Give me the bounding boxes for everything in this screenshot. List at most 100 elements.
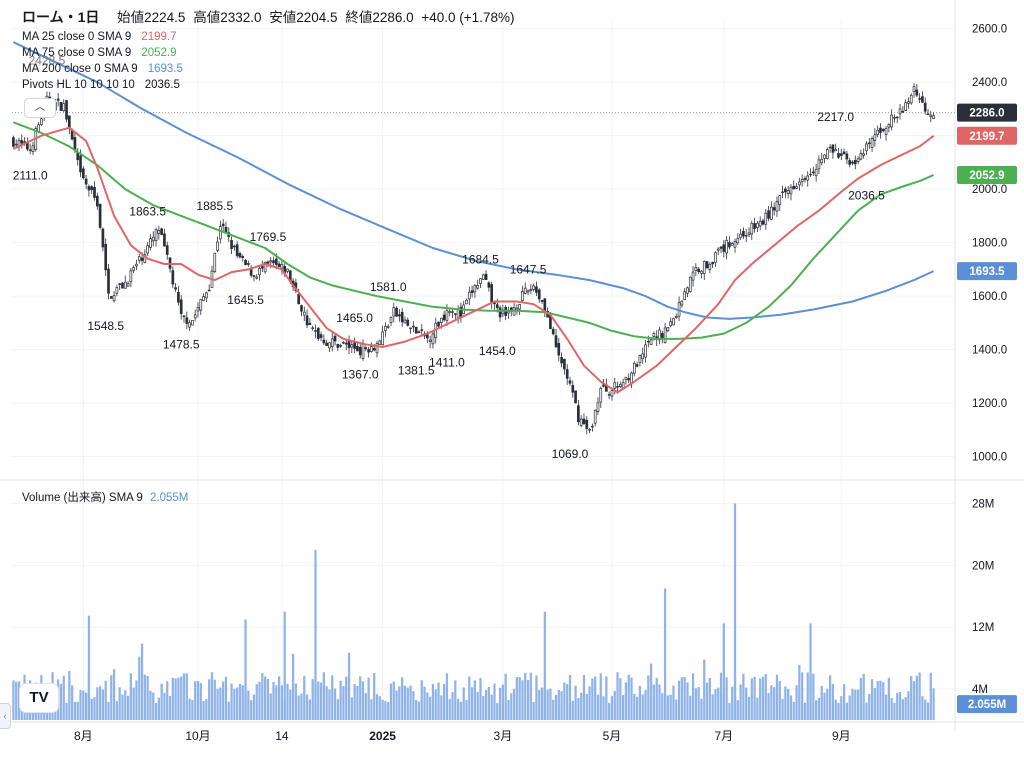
collapse-legend-button[interactable]: ︿: [24, 98, 56, 118]
candle-body: [644, 344, 647, 358]
candle-body: [79, 155, 82, 173]
volume-bar: [644, 689, 647, 720]
candle-body: [62, 103, 66, 112]
volume-bar: [697, 686, 700, 720]
candle-body: [344, 342, 348, 345]
candle-body: [845, 153, 849, 160]
volume-bar: [887, 677, 890, 720]
indicator-ma25[interactable]: MA 25 close 0 SMA 9 2199.7: [22, 29, 177, 45]
volume-bar: [773, 687, 776, 720]
pivot-label: 1885.5: [196, 199, 233, 213]
candle-body: [428, 339, 432, 342]
volume-bar: [415, 699, 418, 720]
time-tick-label: 10月: [185, 729, 210, 743]
candle-body: [923, 102, 927, 112]
candle-body: [663, 327, 667, 343]
candle-body: [798, 181, 801, 186]
time-tick-label: 8月: [74, 729, 93, 743]
pivot-label: 2217.0: [817, 110, 854, 124]
volume-bar: [876, 681, 879, 720]
volume-bar: [431, 683, 435, 720]
volume-bar: [375, 694, 379, 720]
candle-body: [881, 128, 885, 132]
candle-body: [767, 210, 770, 219]
volume-tick-label: 20M: [972, 560, 994, 572]
indicator-pivots[interactable]: Pivots HL 10 10 10 10 2036.5: [22, 77, 180, 93]
indicator-ma200[interactable]: MA 200 close 0 SMA 9 1693.5: [22, 61, 183, 77]
time-tick-label: 2025: [369, 729, 396, 743]
volume-bar: [733, 503, 737, 720]
candle-body: [711, 261, 714, 265]
volume-bar: [311, 679, 314, 720]
candle-body: [837, 153, 840, 158]
candle-body: [800, 178, 804, 183]
volume-bar: [238, 683, 242, 720]
candle-body: [386, 326, 390, 328]
volume-bar: [588, 686, 591, 720]
volume-bar: [152, 692, 155, 720]
candle-body: [733, 241, 737, 248]
volume-bar: [560, 691, 563, 720]
volume-bar: [893, 702, 896, 720]
candle-body: [652, 333, 656, 337]
candle-body: [238, 253, 242, 258]
candle-body: [772, 207, 776, 211]
volume-bar: [834, 699, 837, 720]
candle-body: [333, 335, 337, 342]
indicator-label: MA 25 close 0 SMA 9: [22, 31, 132, 43]
volume-bar: [403, 685, 407, 720]
candle-body: [465, 299, 468, 305]
candle-body: [680, 300, 684, 306]
candle-body: [593, 409, 597, 424]
candle-body: [887, 124, 891, 128]
volume-bar: [112, 669, 116, 720]
volume-bar: [126, 695, 130, 720]
candle-body: [851, 161, 854, 164]
time-tick-label: 9月: [832, 729, 851, 743]
volume-bar: [202, 700, 205, 720]
volume-bar: [568, 675, 572, 720]
price-tick-label: 1800.0: [972, 238, 1007, 250]
candle-body: [202, 296, 205, 301]
symbol-title[interactable]: ローム・1日: [22, 9, 100, 25]
candle-body: [739, 233, 742, 238]
price-badge: [957, 262, 1017, 281]
candle-body: [409, 327, 412, 330]
volume-legend[interactable]: Volume (出来高) SMA 9 2.055M: [22, 489, 188, 505]
volume-bar: [521, 680, 524, 720]
candle-body: [353, 342, 356, 349]
candle-body: [224, 226, 228, 233]
candle-body: [84, 178, 88, 185]
volume-bar: [205, 699, 208, 720]
volume-bar: [224, 676, 228, 720]
pivot-label: 1381.5: [398, 364, 435, 378]
volume-bar: [490, 694, 493, 720]
price-tick-label: 2400.0: [972, 77, 1007, 89]
candle-body: [523, 287, 527, 294]
candle-body: [591, 425, 594, 428]
candle-body: [526, 290, 530, 293]
candle-body: [342, 341, 345, 344]
candle-body: [297, 294, 301, 305]
volume-bar: [574, 685, 577, 720]
volume-bar: [787, 688, 790, 720]
candle-body: [736, 238, 740, 244]
tradingview-logo-icon[interactable]: TV: [20, 684, 58, 712]
candle-body: [627, 378, 631, 381]
volume-bar: [140, 643, 144, 720]
volume-bar: [504, 673, 507, 720]
candle-body: [859, 153, 863, 160]
candle-body: [842, 151, 846, 155]
volume-bar: [233, 688, 236, 720]
candle-body: [414, 326, 418, 334]
volume-bar: [745, 687, 748, 720]
volume-bar: [728, 702, 731, 720]
candle-body: [641, 353, 645, 360]
scroll-left-handle[interactable]: ‹: [0, 703, 11, 729]
volume-bar: [870, 679, 874, 720]
volume-bar: [518, 677, 521, 720]
indicator-ma75[interactable]: MA 75 close 0 SMA 9 2052.9: [22, 45, 177, 61]
volume-bar: [261, 673, 264, 720]
candle-body: [185, 317, 189, 324]
